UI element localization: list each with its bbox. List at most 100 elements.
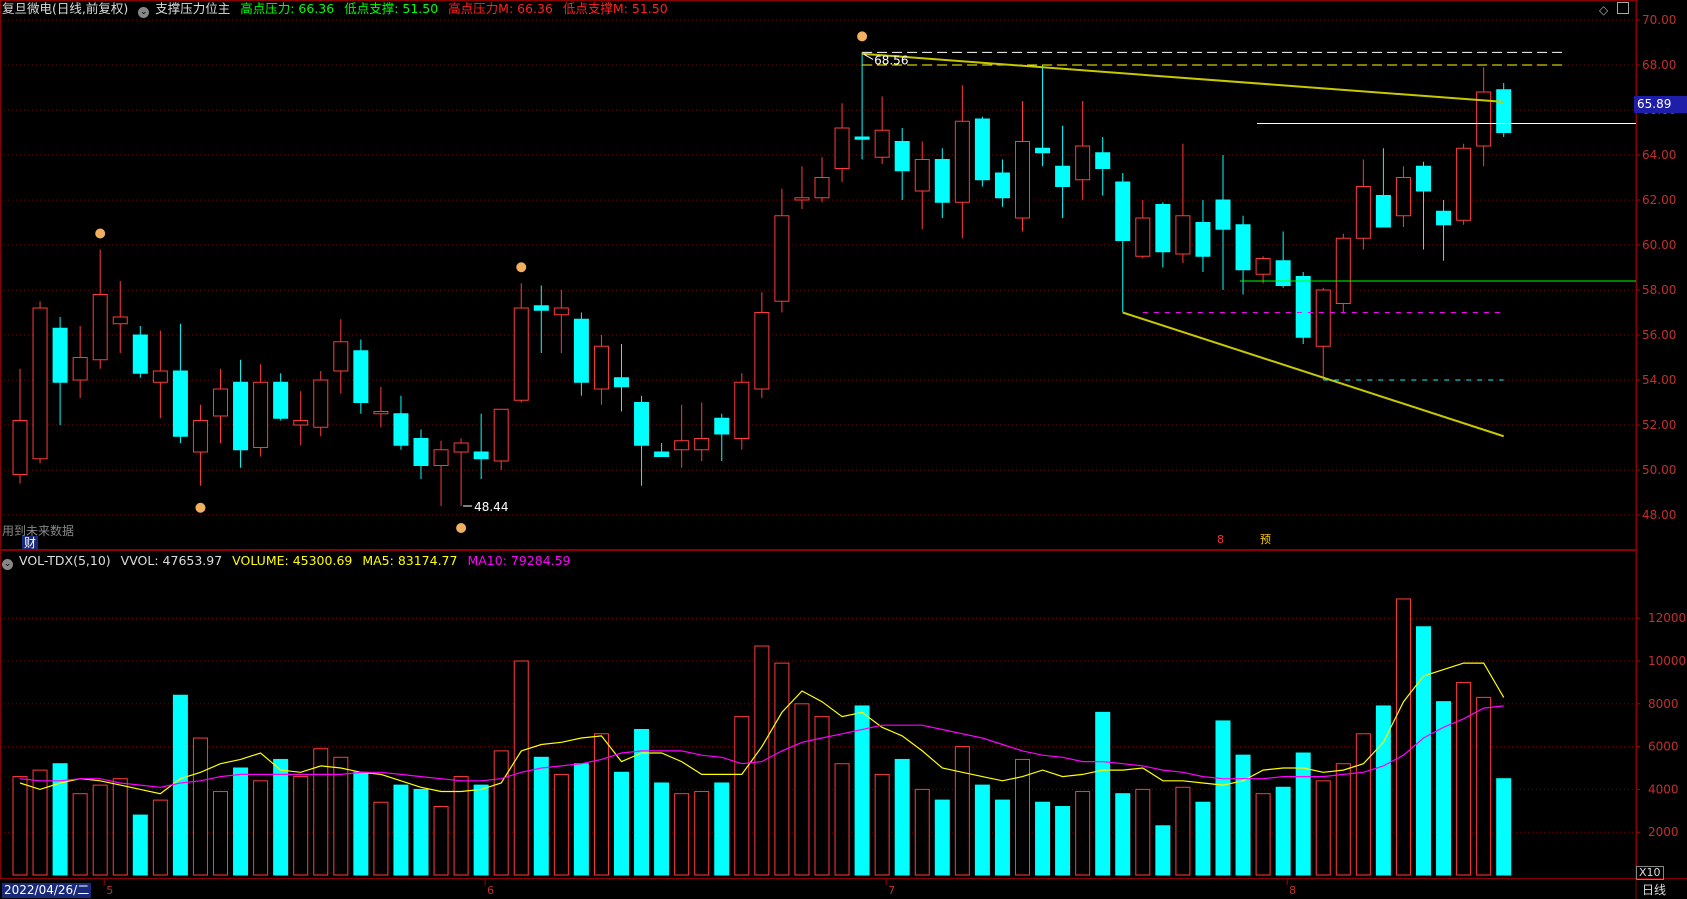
- candle[interactable]: [1476, 91, 1492, 147]
- volume-bar[interactable]: [393, 784, 409, 876]
- candle[interactable]: [1375, 195, 1391, 228]
- candle[interactable]: [1115, 181, 1131, 241]
- volume-bar[interactable]: [453, 776, 469, 876]
- candle[interactable]: [1416, 165, 1431, 192]
- candle[interactable]: [353, 350, 369, 403]
- candle[interactable]: [152, 370, 168, 383]
- candle[interactable]: [593, 345, 609, 390]
- candle[interactable]: [1235, 224, 1251, 271]
- volume-bar[interactable]: [1395, 598, 1411, 876]
- volume-bar[interactable]: [12, 776, 28, 876]
- candle[interactable]: [72, 357, 88, 381]
- candle[interactable]: [774, 215, 790, 302]
- volume-bar[interactable]: [233, 767, 249, 876]
- volume-bar[interactable]: [694, 791, 710, 876]
- volume-bar[interactable]: [754, 645, 770, 876]
- period-button[interactable]: 日线: [1642, 883, 1667, 897]
- volume-bar[interactable]: [1476, 696, 1492, 876]
- signal-hand-icon[interactable]: [857, 31, 868, 42]
- volume-bar[interactable]: [92, 784, 108, 876]
- volume-bar[interactable]: [794, 703, 810, 876]
- volume-bar[interactable]: [954, 746, 970, 876]
- candle[interactable]: [1055, 165, 1071, 187]
- candle[interactable]: [694, 438, 710, 451]
- volume-bar[interactable]: [634, 728, 650, 876]
- volume-bar[interactable]: [112, 778, 128, 876]
- candle[interactable]: [794, 197, 810, 201]
- volume-bar[interactable]: [1095, 711, 1111, 876]
- candle[interactable]: [754, 312, 770, 390]
- candle[interactable]: [513, 307, 529, 401]
- signal-hand-icon[interactable]: [195, 502, 206, 513]
- volume-bar[interactable]: [874, 773, 890, 876]
- candle[interactable]: [273, 381, 289, 419]
- volume-bar[interactable]: [654, 782, 670, 876]
- volume-bar[interactable]: [273, 758, 289, 876]
- volume-bar[interactable]: [513, 660, 529, 876]
- candle[interactable]: [1035, 147, 1051, 154]
- volume-multiplier[interactable]: X10: [1636, 866, 1664, 880]
- volume-bar[interactable]: [1335, 763, 1351, 876]
- volume-bar[interactable]: [1195, 801, 1211, 876]
- candle[interactable]: [1295, 276, 1311, 338]
- volume-bar[interactable]: [152, 799, 168, 876]
- volume-bar[interactable]: [433, 806, 449, 876]
- candle[interactable]: [453, 442, 469, 453]
- candle[interactable]: [1496, 89, 1512, 133]
- volume-bar[interactable]: [593, 733, 609, 876]
- candle[interactable]: [12, 420, 28, 475]
- volume-bar[interactable]: [1035, 801, 1051, 876]
- indicator-dropdown-icon[interactable]: ⌄: [138, 7, 150, 18]
- volume-bar[interactable]: [1135, 788, 1151, 876]
- candle[interactable]: [393, 413, 409, 446]
- candle[interactable]: [1095, 152, 1111, 169]
- candle[interactable]: [1195, 222, 1211, 257]
- volume-bar[interactable]: [172, 694, 188, 876]
- candle[interactable]: [1335, 237, 1351, 304]
- volume-bar[interactable]: [934, 799, 950, 876]
- volume-bar[interactable]: [413, 788, 429, 876]
- volume-bar[interactable]: [734, 716, 750, 876]
- candle[interactable]: [1315, 289, 1331, 347]
- candle[interactable]: [854, 136, 870, 140]
- candle[interactable]: [333, 341, 349, 372]
- candle[interactable]: [473, 451, 489, 460]
- candle[interactable]: [934, 159, 950, 203]
- candle[interactable]: [533, 305, 549, 311]
- candle[interactable]: [192, 420, 208, 453]
- volume-bar[interactable]: [1235, 754, 1251, 876]
- candle[interactable]: [233, 381, 249, 451]
- candle[interactable]: [213, 388, 228, 417]
- candle[interactable]: [52, 327, 68, 383]
- candle[interactable]: [1015, 141, 1030, 219]
- candle[interactable]: [1395, 177, 1411, 217]
- candle[interactable]: [814, 177, 830, 199]
- volume-bar[interactable]: [1175, 786, 1191, 876]
- volume-bar[interactable]: [774, 662, 790, 876]
- volume-bar[interactable]: [1255, 793, 1271, 876]
- volume-bar[interactable]: [974, 784, 990, 876]
- candle[interactable]: [614, 377, 629, 388]
- volume-bar[interactable]: [1275, 786, 1291, 876]
- volume-bar[interactable]: [493, 750, 509, 876]
- candle[interactable]: [493, 408, 509, 462]
- volume-bar[interactable]: [553, 773, 569, 876]
- volume-bar[interactable]: [1496, 778, 1512, 876]
- candle[interactable]: [1355, 186, 1371, 239]
- vol-indicator-name[interactable]: VOL-TDX(5,10): [19, 553, 111, 568]
- volume-bar[interactable]: [1215, 720, 1231, 876]
- volume-bar[interactable]: [1436, 701, 1452, 876]
- candle[interactable]: [132, 334, 148, 374]
- candle[interactable]: [92, 294, 108, 361]
- candle[interactable]: [954, 120, 970, 203]
- volume-bar[interactable]: [132, 814, 148, 876]
- volume-bar[interactable]: [854, 705, 870, 876]
- candle[interactable]: [573, 318, 589, 383]
- candle[interactable]: [914, 159, 930, 192]
- volume-bar[interactable]: [614, 771, 629, 876]
- candle[interactable]: [293, 420, 309, 426]
- volume-bar[interactable]: [1155, 825, 1171, 876]
- candle[interactable]: [433, 449, 449, 466]
- candle[interactable]: [634, 402, 650, 446]
- candle[interactable]: [1075, 145, 1091, 181]
